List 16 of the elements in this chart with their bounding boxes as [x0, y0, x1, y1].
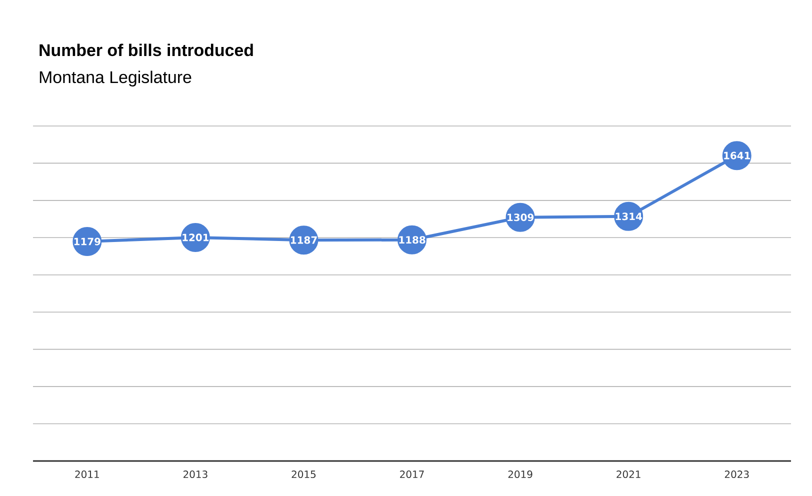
data-label: 1309 — [508, 214, 534, 222]
x-tick-label: 2019 — [508, 470, 532, 478]
x-tick-label: 2021 — [616, 470, 640, 478]
x-tick-label: 2017 — [400, 470, 424, 478]
data-label: 1187 — [290, 236, 317, 244]
x-tick-label: 2015 — [292, 470, 316, 478]
chart-title: Number of bills introduced — [40, 44, 253, 56]
data-label: 1641 — [724, 152, 750, 160]
data-label: 1179 — [74, 238, 100, 246]
x-tick-label: 2013 — [183, 470, 208, 478]
data-label: 1188 — [399, 236, 426, 244]
data-label: 1314 — [616, 212, 642, 220]
x-tick-label: 2023 — [724, 470, 749, 478]
x-tick-label: 2011 — [75, 470, 99, 478]
data-label: 1201 — [182, 234, 209, 242]
chart-subtitle: Montana Legislature — [40, 70, 192, 87]
